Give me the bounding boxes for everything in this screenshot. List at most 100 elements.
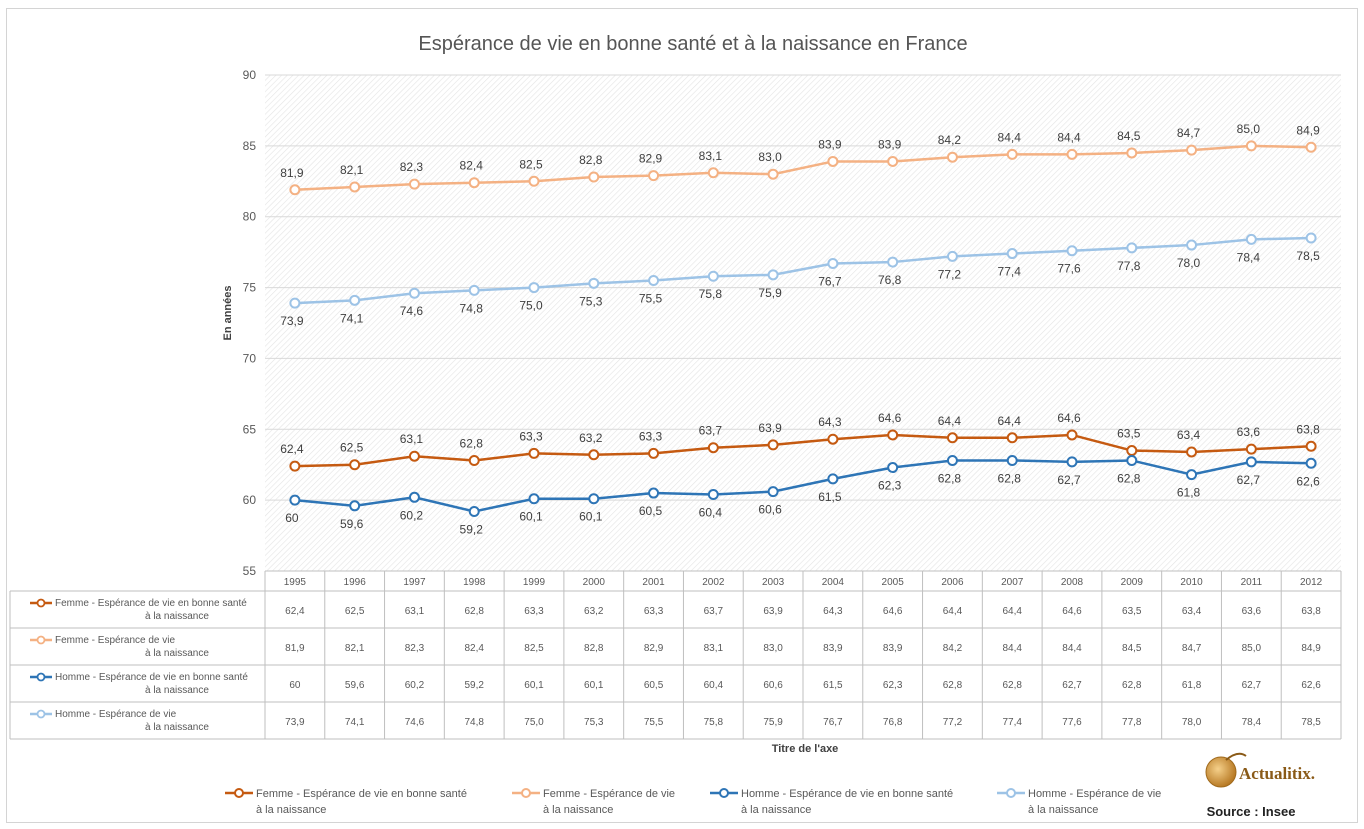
logo: Actualitix. xyxy=(1205,752,1315,788)
table-cell: 78,0 xyxy=(1182,717,1202,728)
table-cell: 60,4 xyxy=(704,680,724,691)
data-label: 61,8 xyxy=(1177,486,1201,500)
data-point xyxy=(767,486,779,498)
table-cell: 78,4 xyxy=(1242,717,1262,728)
data-point xyxy=(289,184,301,196)
table-cell: 82,4 xyxy=(464,643,484,654)
table-cell: 75,5 xyxy=(644,717,664,728)
legend-label: Femme - Espérance de vie en bonne santé xyxy=(256,788,467,800)
data-point xyxy=(588,493,600,505)
table-cell: 83,9 xyxy=(883,643,903,654)
table-cell: 83,0 xyxy=(763,643,783,654)
data-label: 60,1 xyxy=(579,510,603,524)
x-tick-label: 2004 xyxy=(822,577,845,588)
table-series-name: à la naissance xyxy=(145,685,209,696)
table-cell: 62,8 xyxy=(464,606,484,617)
data-label: 75,9 xyxy=(758,286,782,300)
data-label: 84,7 xyxy=(1177,126,1201,140)
data-label: 63,7 xyxy=(699,424,723,438)
table-cell: 75,9 xyxy=(763,717,783,728)
table-cell: 77,6 xyxy=(1062,717,1082,728)
data-point xyxy=(887,462,899,474)
table-cell: 78,5 xyxy=(1301,717,1321,728)
data-label: 63,4 xyxy=(1177,428,1201,442)
data-point xyxy=(528,175,540,187)
data-point xyxy=(588,171,600,183)
table-cell: 62,3 xyxy=(883,680,903,691)
data-label: 84,4 xyxy=(1057,130,1081,144)
data-label: 78,5 xyxy=(1296,249,1320,263)
y-tick-label: 65 xyxy=(243,422,257,436)
data-label: 63,9 xyxy=(758,421,782,435)
data-point xyxy=(707,488,719,500)
data-label: 81,9 xyxy=(280,166,304,180)
data-point xyxy=(1126,242,1138,254)
x-tick-label: 1999 xyxy=(523,577,546,588)
data-label: 84,4 xyxy=(998,130,1022,144)
data-label: 77,6 xyxy=(1057,262,1081,276)
x-tick-label: 2005 xyxy=(882,577,905,588)
data-point xyxy=(528,447,540,459)
table-cell: 61,5 xyxy=(823,680,843,691)
table-cell: 60,2 xyxy=(405,680,425,691)
table-series-name: Femme - Espérance de vie xyxy=(55,635,175,646)
table-cell: 62,6 xyxy=(1301,680,1321,691)
table-cell: 63,3 xyxy=(524,606,544,617)
series-line xyxy=(294,144,1312,192)
data-point xyxy=(1186,446,1198,458)
table-cell: 82,3 xyxy=(405,643,425,654)
table-cell: 60,1 xyxy=(524,680,544,691)
table-cell: 62,8 xyxy=(1122,680,1142,691)
table-series-marker xyxy=(36,598,46,608)
data-label: 64,4 xyxy=(998,414,1022,428)
globe-swoosh-icon xyxy=(1225,752,1247,761)
data-point xyxy=(1305,457,1317,469)
data-point xyxy=(1006,454,1018,466)
series-layer: 62,4 62,5 63,1 62,8 63,3 63,2 63,3 63,7 63,9 64,3… xyxy=(280,122,1320,537)
data-point xyxy=(827,257,839,269)
data-point xyxy=(1126,454,1138,466)
data-point xyxy=(1186,239,1198,251)
data-point xyxy=(648,447,660,459)
data-point xyxy=(1006,248,1018,260)
data-label: 62,8 xyxy=(460,436,484,450)
data-point xyxy=(827,473,839,485)
data-label: 62,5 xyxy=(340,441,364,455)
data-point xyxy=(648,487,660,499)
data-point xyxy=(946,432,958,444)
data-label: 60,5 xyxy=(639,504,663,518)
y-tick-label: 80 xyxy=(243,210,257,224)
table-cell: 84,4 xyxy=(1062,643,1082,654)
data-point xyxy=(1066,245,1078,257)
table-cell: 59,2 xyxy=(464,680,484,691)
data-label: 60,4 xyxy=(699,505,723,519)
series-3: 60 59,6 60,2 59,2 60,1 60,1 60,5 60,4 60,6 61,5 62… xyxy=(285,454,1320,536)
data-label: 59,2 xyxy=(460,522,484,536)
table-series-name: à la naissance xyxy=(145,611,209,622)
y-tick-label: 90 xyxy=(243,68,257,82)
data-point xyxy=(767,269,779,281)
x-tick-label: 1997 xyxy=(403,577,426,588)
data-label: 73,9 xyxy=(280,314,304,328)
y-axis-label: En années xyxy=(222,285,234,340)
legend-label: à la naissance xyxy=(543,804,613,816)
data-label: 63,8 xyxy=(1296,422,1320,436)
table-cell: 84,7 xyxy=(1182,643,1202,654)
data-point xyxy=(648,274,660,286)
table-series-name: à la naissance xyxy=(145,722,209,733)
x-tick-label: 2006 xyxy=(941,577,964,588)
legend-label: à la naissance xyxy=(741,804,811,816)
table-series-marker xyxy=(36,709,46,719)
table-cell: 59,6 xyxy=(345,680,365,691)
x-axis-label: Titre de l'axe xyxy=(772,743,839,755)
table-cell: 60,1 xyxy=(584,680,604,691)
data-point xyxy=(1066,429,1078,441)
table-cell: 63,3 xyxy=(644,606,664,617)
data-label: 63,3 xyxy=(639,429,663,443)
data-point xyxy=(408,287,420,299)
table-cell: 84,2 xyxy=(943,643,963,654)
data-label: 76,8 xyxy=(878,273,902,287)
data-label: 84,5 xyxy=(1117,129,1141,143)
data-label: 77,2 xyxy=(938,267,962,281)
data-point xyxy=(289,494,301,506)
